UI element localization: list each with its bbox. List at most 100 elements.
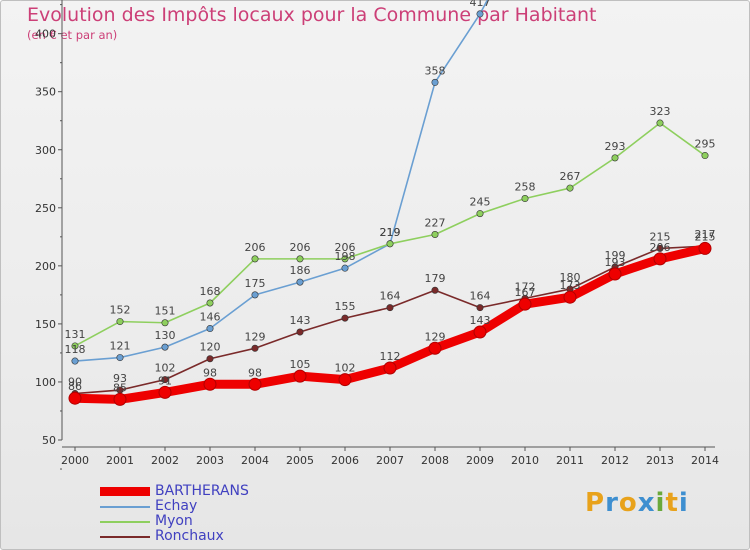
data-label: 175 bbox=[245, 277, 266, 290]
legend-swatch bbox=[100, 506, 150, 508]
data-point bbox=[701, 152, 709, 160]
data-point bbox=[296, 255, 304, 263]
legend-swatch bbox=[100, 521, 150, 523]
data-label: 206 bbox=[290, 241, 311, 254]
chart-subtitle: (en € et par an) bbox=[27, 28, 118, 42]
data-point bbox=[431, 231, 439, 239]
data-label: 155 bbox=[335, 300, 356, 313]
data-label: 172 bbox=[515, 280, 536, 293]
x-tick-label: 2012 bbox=[601, 454, 629, 467]
data-label: 219 bbox=[380, 226, 401, 239]
data-point bbox=[341, 314, 349, 322]
data-point bbox=[116, 354, 124, 362]
data-point bbox=[251, 255, 259, 263]
data-point bbox=[656, 244, 664, 252]
data-label: 358 bbox=[425, 64, 446, 77]
data-point bbox=[473, 325, 487, 339]
data-label: 91 bbox=[158, 374, 172, 387]
logo-letter: x bbox=[637, 488, 656, 518]
data-label: 180 bbox=[560, 271, 581, 284]
data-label: 168 bbox=[200, 285, 221, 298]
data-point bbox=[206, 325, 214, 333]
data-point bbox=[386, 304, 394, 312]
data-label: 105 bbox=[290, 358, 311, 371]
data-point bbox=[338, 373, 352, 387]
points-layer bbox=[68, 241, 712, 406]
data-label: 323 bbox=[650, 105, 671, 118]
series-layer bbox=[71, 0, 709, 398]
y-tick-label: 400 bbox=[35, 28, 56, 41]
data-point bbox=[341, 264, 349, 272]
data-label: 219 bbox=[380, 226, 401, 239]
data-label: 227 bbox=[425, 217, 446, 230]
data-label: 129 bbox=[245, 330, 266, 343]
data-label: 206 bbox=[245, 241, 266, 254]
data-point bbox=[431, 286, 439, 294]
data-point bbox=[248, 377, 262, 391]
data-label: 179 bbox=[425, 272, 446, 285]
data-label: 118 bbox=[65, 343, 86, 356]
data-point bbox=[518, 297, 532, 311]
data-label: 130 bbox=[155, 329, 176, 342]
x-tick-label: 2010 bbox=[511, 454, 539, 467]
x-tick-label: 2008 bbox=[421, 454, 449, 467]
x-tick-label: 2013 bbox=[646, 454, 674, 467]
data-label: 245 bbox=[470, 196, 491, 209]
data-point bbox=[563, 290, 577, 304]
data-point bbox=[158, 385, 172, 399]
logo-letter: r bbox=[605, 488, 619, 518]
x-tick-label: 2004 bbox=[241, 454, 269, 467]
logo-letter: P bbox=[585, 488, 606, 518]
x-tick-label: 2002 bbox=[151, 454, 179, 467]
data-label: 152 bbox=[110, 304, 131, 317]
data-label: 215 bbox=[650, 230, 671, 243]
data-label: 143 bbox=[470, 314, 491, 327]
data-label: 173 bbox=[560, 279, 581, 292]
data-label: 293 bbox=[605, 140, 626, 153]
data-label: 90 bbox=[68, 376, 82, 389]
legend-label: BARTHERANS bbox=[155, 483, 249, 499]
x-tick-label: 2000 bbox=[61, 454, 89, 467]
data-label: 112 bbox=[380, 350, 401, 363]
data-label: 146 bbox=[200, 311, 221, 324]
data-label: 417 bbox=[470, 0, 491, 9]
data-point bbox=[161, 343, 169, 351]
data-point bbox=[296, 278, 304, 286]
data-point bbox=[206, 299, 214, 307]
data-label: 98 bbox=[248, 366, 262, 379]
data-label: 267 bbox=[560, 170, 581, 183]
x-tick-label: 2006 bbox=[331, 454, 359, 467]
data-point bbox=[116, 318, 124, 326]
data-point bbox=[608, 267, 622, 281]
data-label: 120 bbox=[200, 341, 221, 354]
data-point bbox=[113, 392, 127, 406]
data-point bbox=[476, 210, 484, 218]
data-label: 86 bbox=[68, 380, 82, 393]
logo-letter: t bbox=[665, 488, 679, 518]
data-label: 102 bbox=[155, 362, 176, 375]
data-label: 193 bbox=[605, 256, 626, 269]
data-point bbox=[251, 344, 259, 352]
data-point bbox=[203, 377, 217, 391]
legend-label: Echay bbox=[155, 498, 198, 514]
data-point bbox=[431, 78, 439, 86]
x-tick-label: 2005 bbox=[286, 454, 314, 467]
data-label: 186 bbox=[290, 264, 311, 277]
data-label: 215 bbox=[695, 230, 716, 243]
data-label: 206 bbox=[335, 241, 356, 254]
data-point bbox=[206, 355, 214, 363]
legend-swatch bbox=[100, 487, 150, 496]
data-point bbox=[428, 341, 442, 355]
y-tick-label: 300 bbox=[35, 144, 56, 157]
legend-label: Myon bbox=[155, 513, 193, 529]
logo-letter: i bbox=[678, 488, 689, 518]
proxiti-logo: Proxiti bbox=[585, 488, 689, 518]
data-point bbox=[161, 376, 169, 384]
data-label: 164 bbox=[380, 290, 401, 303]
y-tick-label: 250 bbox=[35, 202, 56, 215]
x-tick-label: 2011 bbox=[556, 454, 584, 467]
legend-swatch bbox=[100, 536, 150, 538]
data-label: 217 bbox=[695, 228, 716, 241]
data-point bbox=[383, 361, 397, 375]
